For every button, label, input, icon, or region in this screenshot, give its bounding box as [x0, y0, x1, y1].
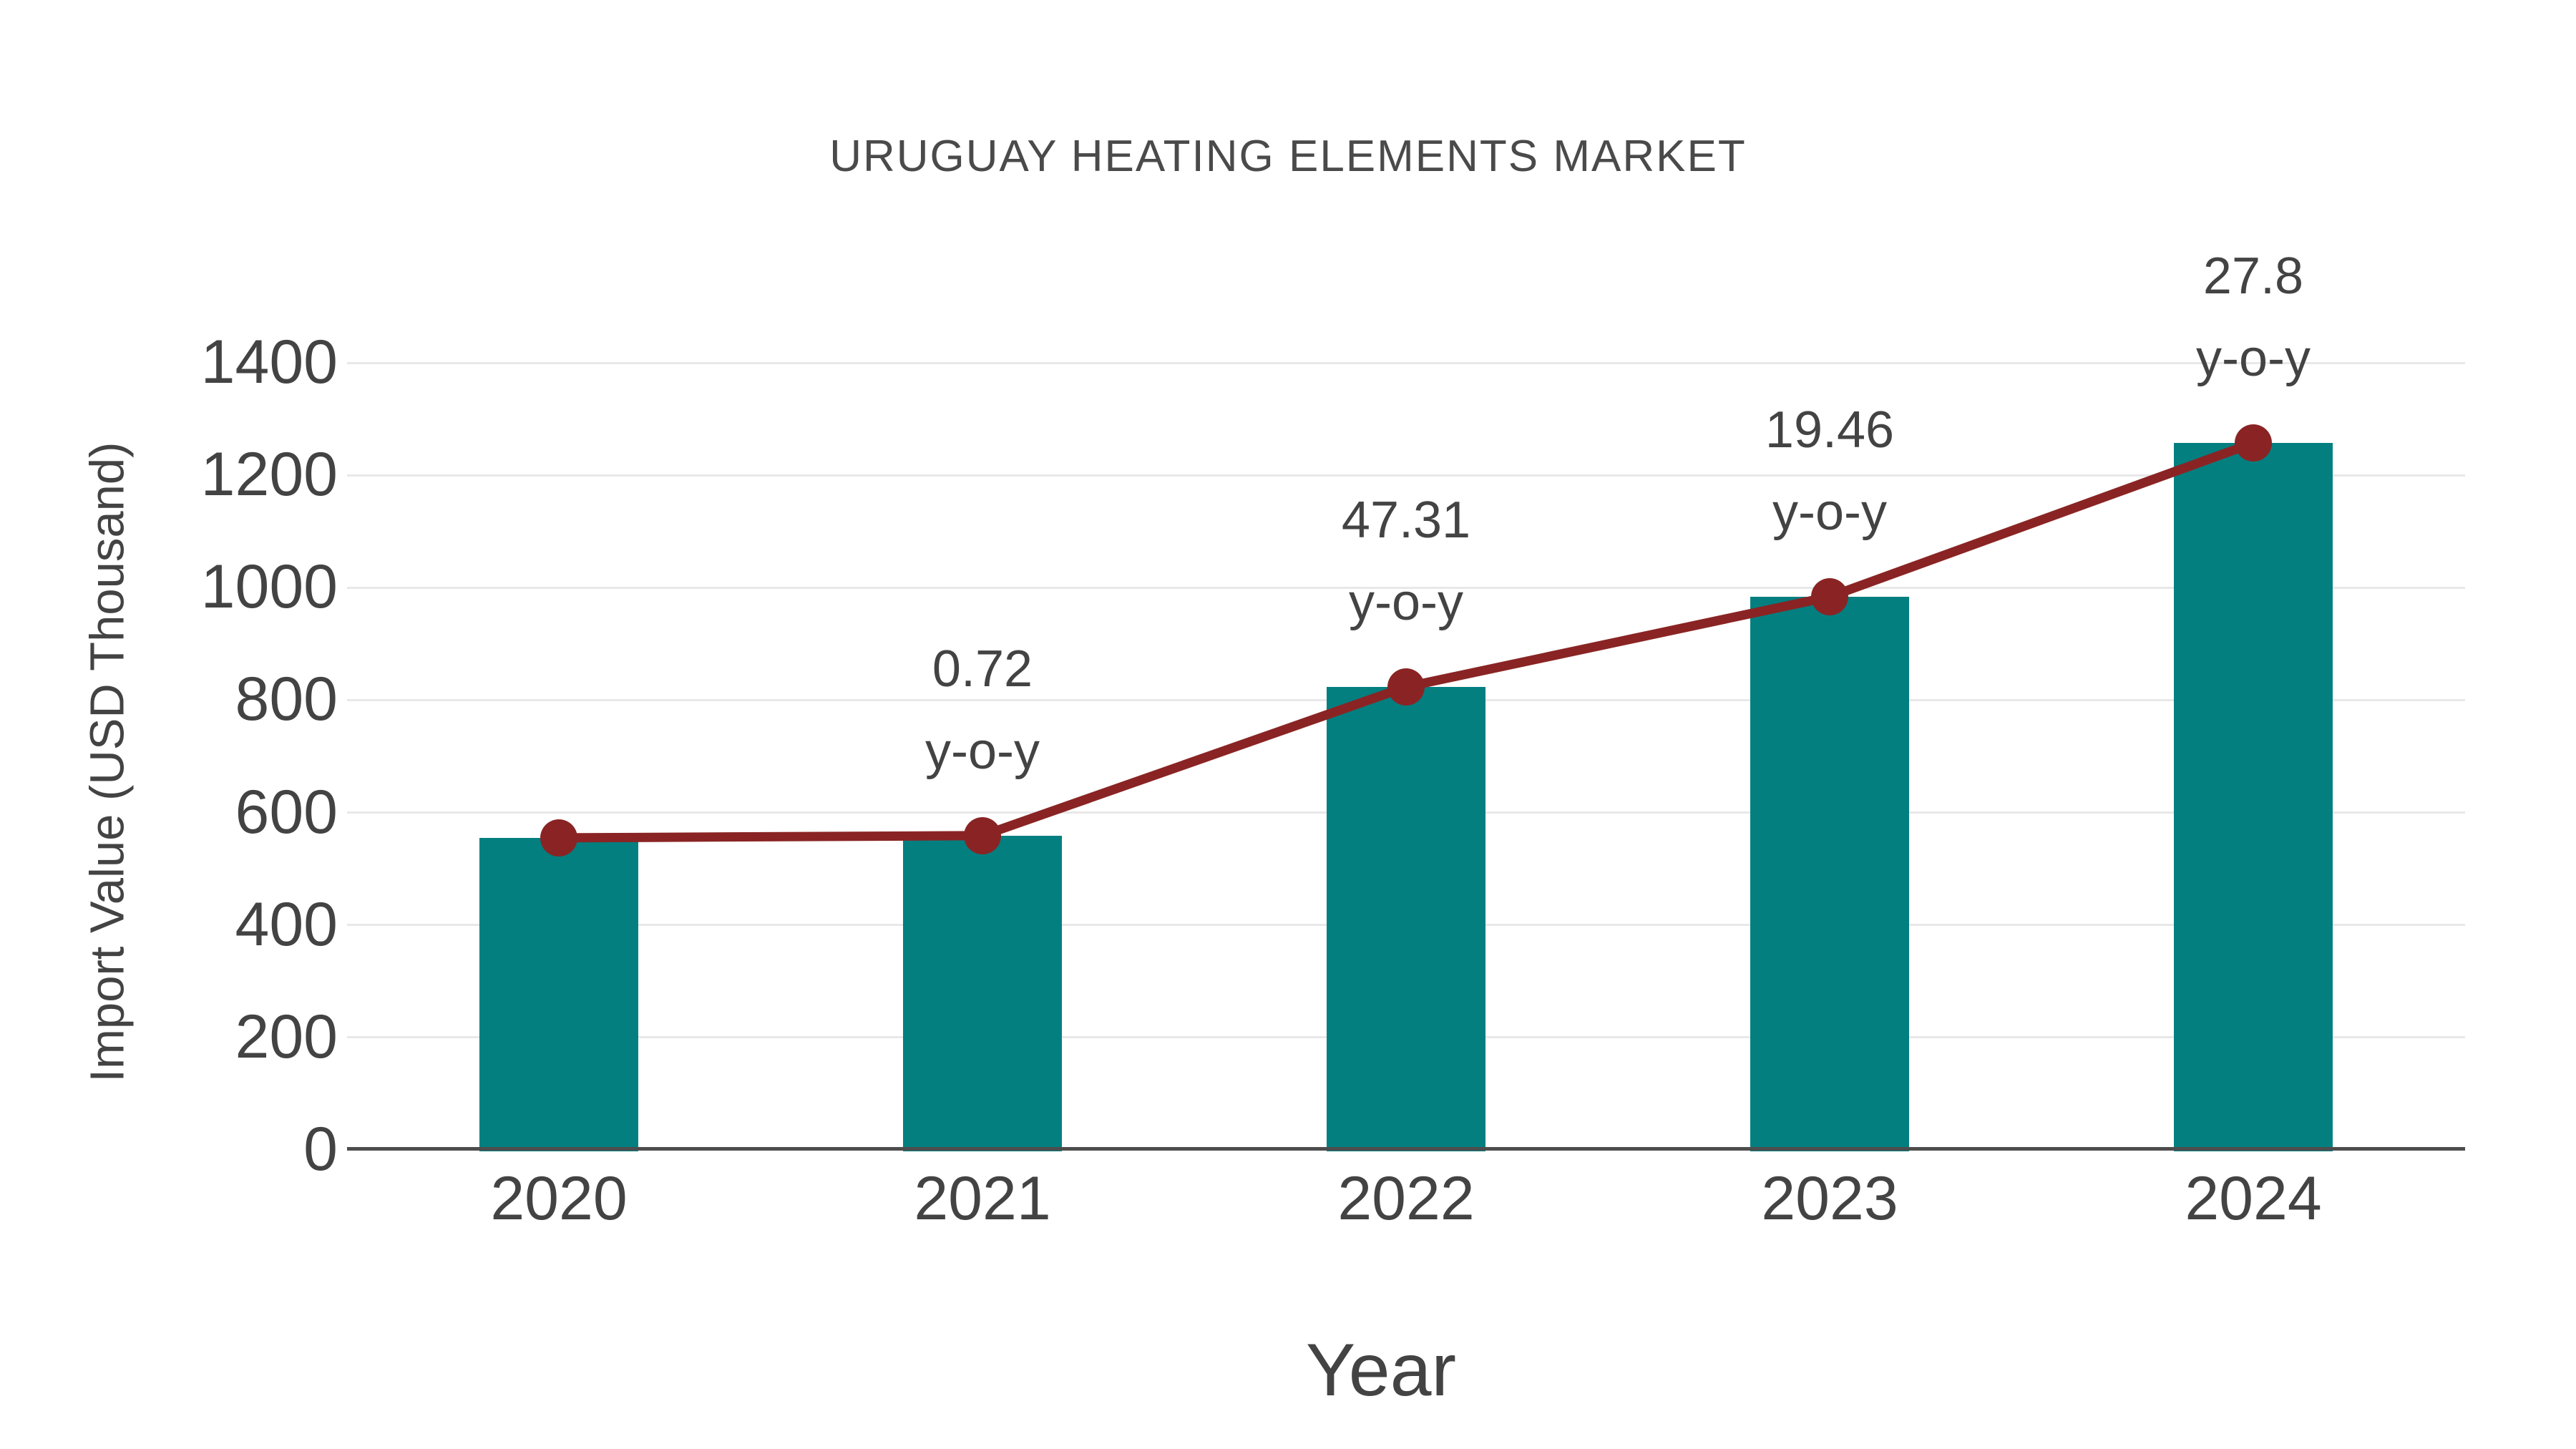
point-label-2024: 27.8 y-o-y: [2196, 235, 2311, 400]
line-marker-2021: [964, 816, 1001, 854]
line-marker-2022: [1387, 668, 1425, 706]
y-tick-200: 200: [235, 1002, 338, 1071]
point-label-suffix: y-o-y: [1349, 573, 1463, 631]
x-axis-title: Year: [1305, 1329, 1457, 1412]
bar-2020: [479, 837, 638, 1151]
point-label-2022: 47.31 y-o-y: [1342, 479, 1470, 644]
line-marker-2024: [2235, 424, 2272, 462]
point-label-suffix: y-o-y: [2196, 330, 2311, 388]
gridline-1400: [347, 361, 2465, 364]
point-label-value: 0.72: [932, 640, 1033, 698]
x-tick-2024: 2024: [2185, 1164, 2322, 1233]
point-label-2023: 19.46 y-o-y: [1765, 389, 1894, 554]
x-tick-2021: 2021: [914, 1164, 1051, 1233]
point-label-value: 47.31: [1341, 491, 1471, 549]
gridline-1200: [347, 474, 2465, 477]
point-label-value: 27.8: [2202, 248, 2304, 306]
y-tick-1400: 1400: [200, 328, 338, 396]
y-tick-0: 0: [303, 1115, 338, 1184]
point-label-suffix: y-o-y: [1772, 484, 1887, 541]
x-tick-2023: 2023: [1761, 1164, 1898, 1233]
line-marker-2023: [1811, 578, 1848, 615]
y-tick-1200: 1200: [200, 440, 338, 509]
y-axis-title: Import Value (USD Thousand): [80, 441, 135, 1083]
bar-2023: [1750, 597, 1909, 1151]
y-tick-1000: 1000: [200, 552, 338, 622]
x-tick-2020: 2020: [490, 1164, 628, 1233]
y-tick-800: 800: [235, 665, 338, 734]
bar-2021: [903, 835, 1062, 1151]
x-tick-2022: 2022: [1337, 1164, 1475, 1233]
chart-title: URUGUAY HEATING ELEMENTS MARKET: [829, 132, 1747, 181]
point-label-value: 19.46: [1765, 401, 1895, 459]
line-marker-2020: [540, 819, 577, 857]
point-label-suffix: y-o-y: [925, 722, 1040, 780]
bar-2024: [2174, 443, 2333, 1151]
x-axis-line: [347, 1147, 2465, 1151]
point-label-2021: 0.72 y-o-y: [925, 628, 1040, 793]
y-tick-600: 600: [235, 777, 338, 847]
bar-2022: [1327, 686, 1485, 1151]
y-tick-400: 400: [235, 889, 338, 959]
